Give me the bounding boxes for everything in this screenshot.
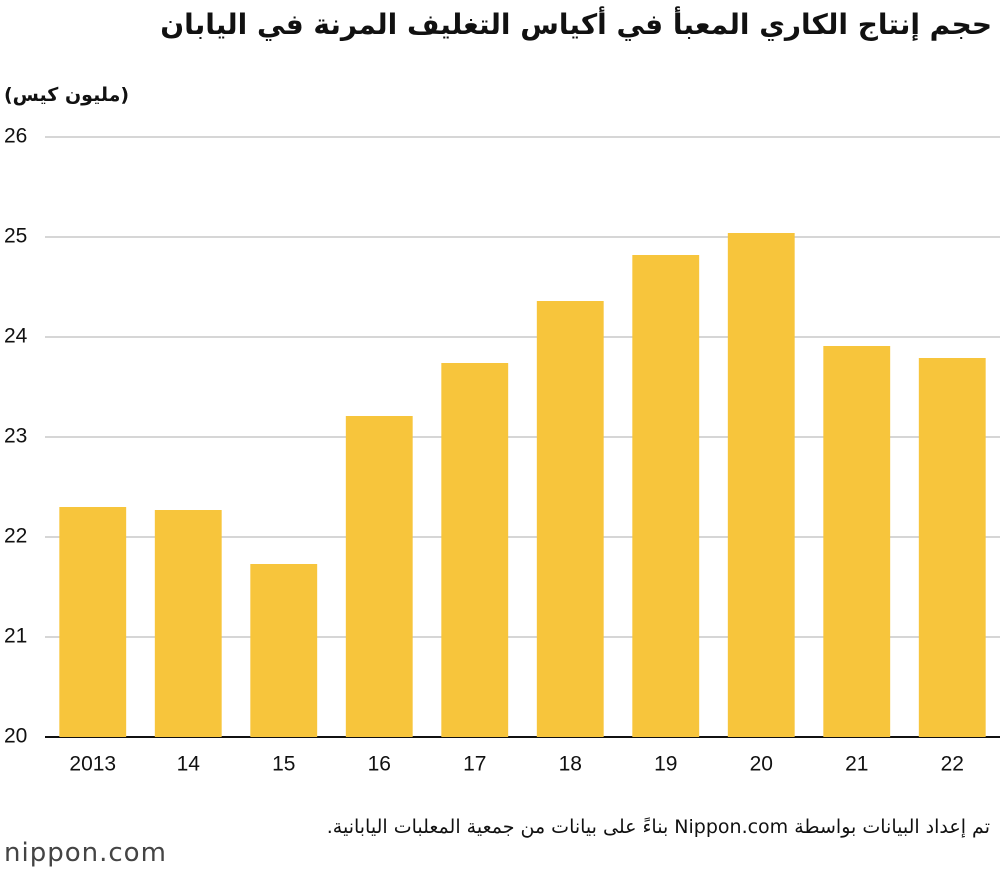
x-tick-label: 14 (177, 753, 201, 776)
y-tick-label: 22 (4, 525, 27, 548)
bar (345, 416, 413, 737)
bar (250, 564, 318, 737)
bar (154, 510, 222, 737)
x-tick-label: 15 (272, 753, 295, 776)
source-note: تم إعداد البيانات بواسطة Nippon.com بناء… (326, 816, 990, 838)
y-axis-label: (مليون كيس) (4, 84, 130, 106)
logo: nippon.com (4, 838, 167, 868)
bar (727, 233, 795, 737)
x-tick-label: 17 (463, 753, 486, 776)
y-tick-label: 26 (4, 125, 27, 148)
x-tick-label: 19 (654, 753, 677, 776)
y-tick-label: 23 (4, 425, 27, 448)
chart-title: حجم إنتاج الكاري المعبأ في أكياس التغليف… (160, 8, 992, 41)
y-tick-label: 25 (4, 225, 27, 248)
x-tick-label: 20 (750, 753, 773, 776)
bar (59, 507, 127, 737)
y-tick-label: 24 (4, 325, 28, 348)
x-tick-label: 22 (941, 753, 964, 776)
x-tick-label: 18 (559, 753, 582, 776)
y-tick-label: 20 (4, 725, 27, 748)
x-tick-label: 2013 (69, 753, 116, 776)
bar (536, 301, 604, 737)
bar (823, 346, 891, 737)
bar (918, 358, 986, 737)
bar (441, 363, 509, 737)
bar (632, 255, 700, 737)
x-tick-label: 21 (845, 753, 868, 776)
y-tick-label: 21 (4, 625, 27, 648)
x-tick-label: 16 (368, 753, 391, 776)
